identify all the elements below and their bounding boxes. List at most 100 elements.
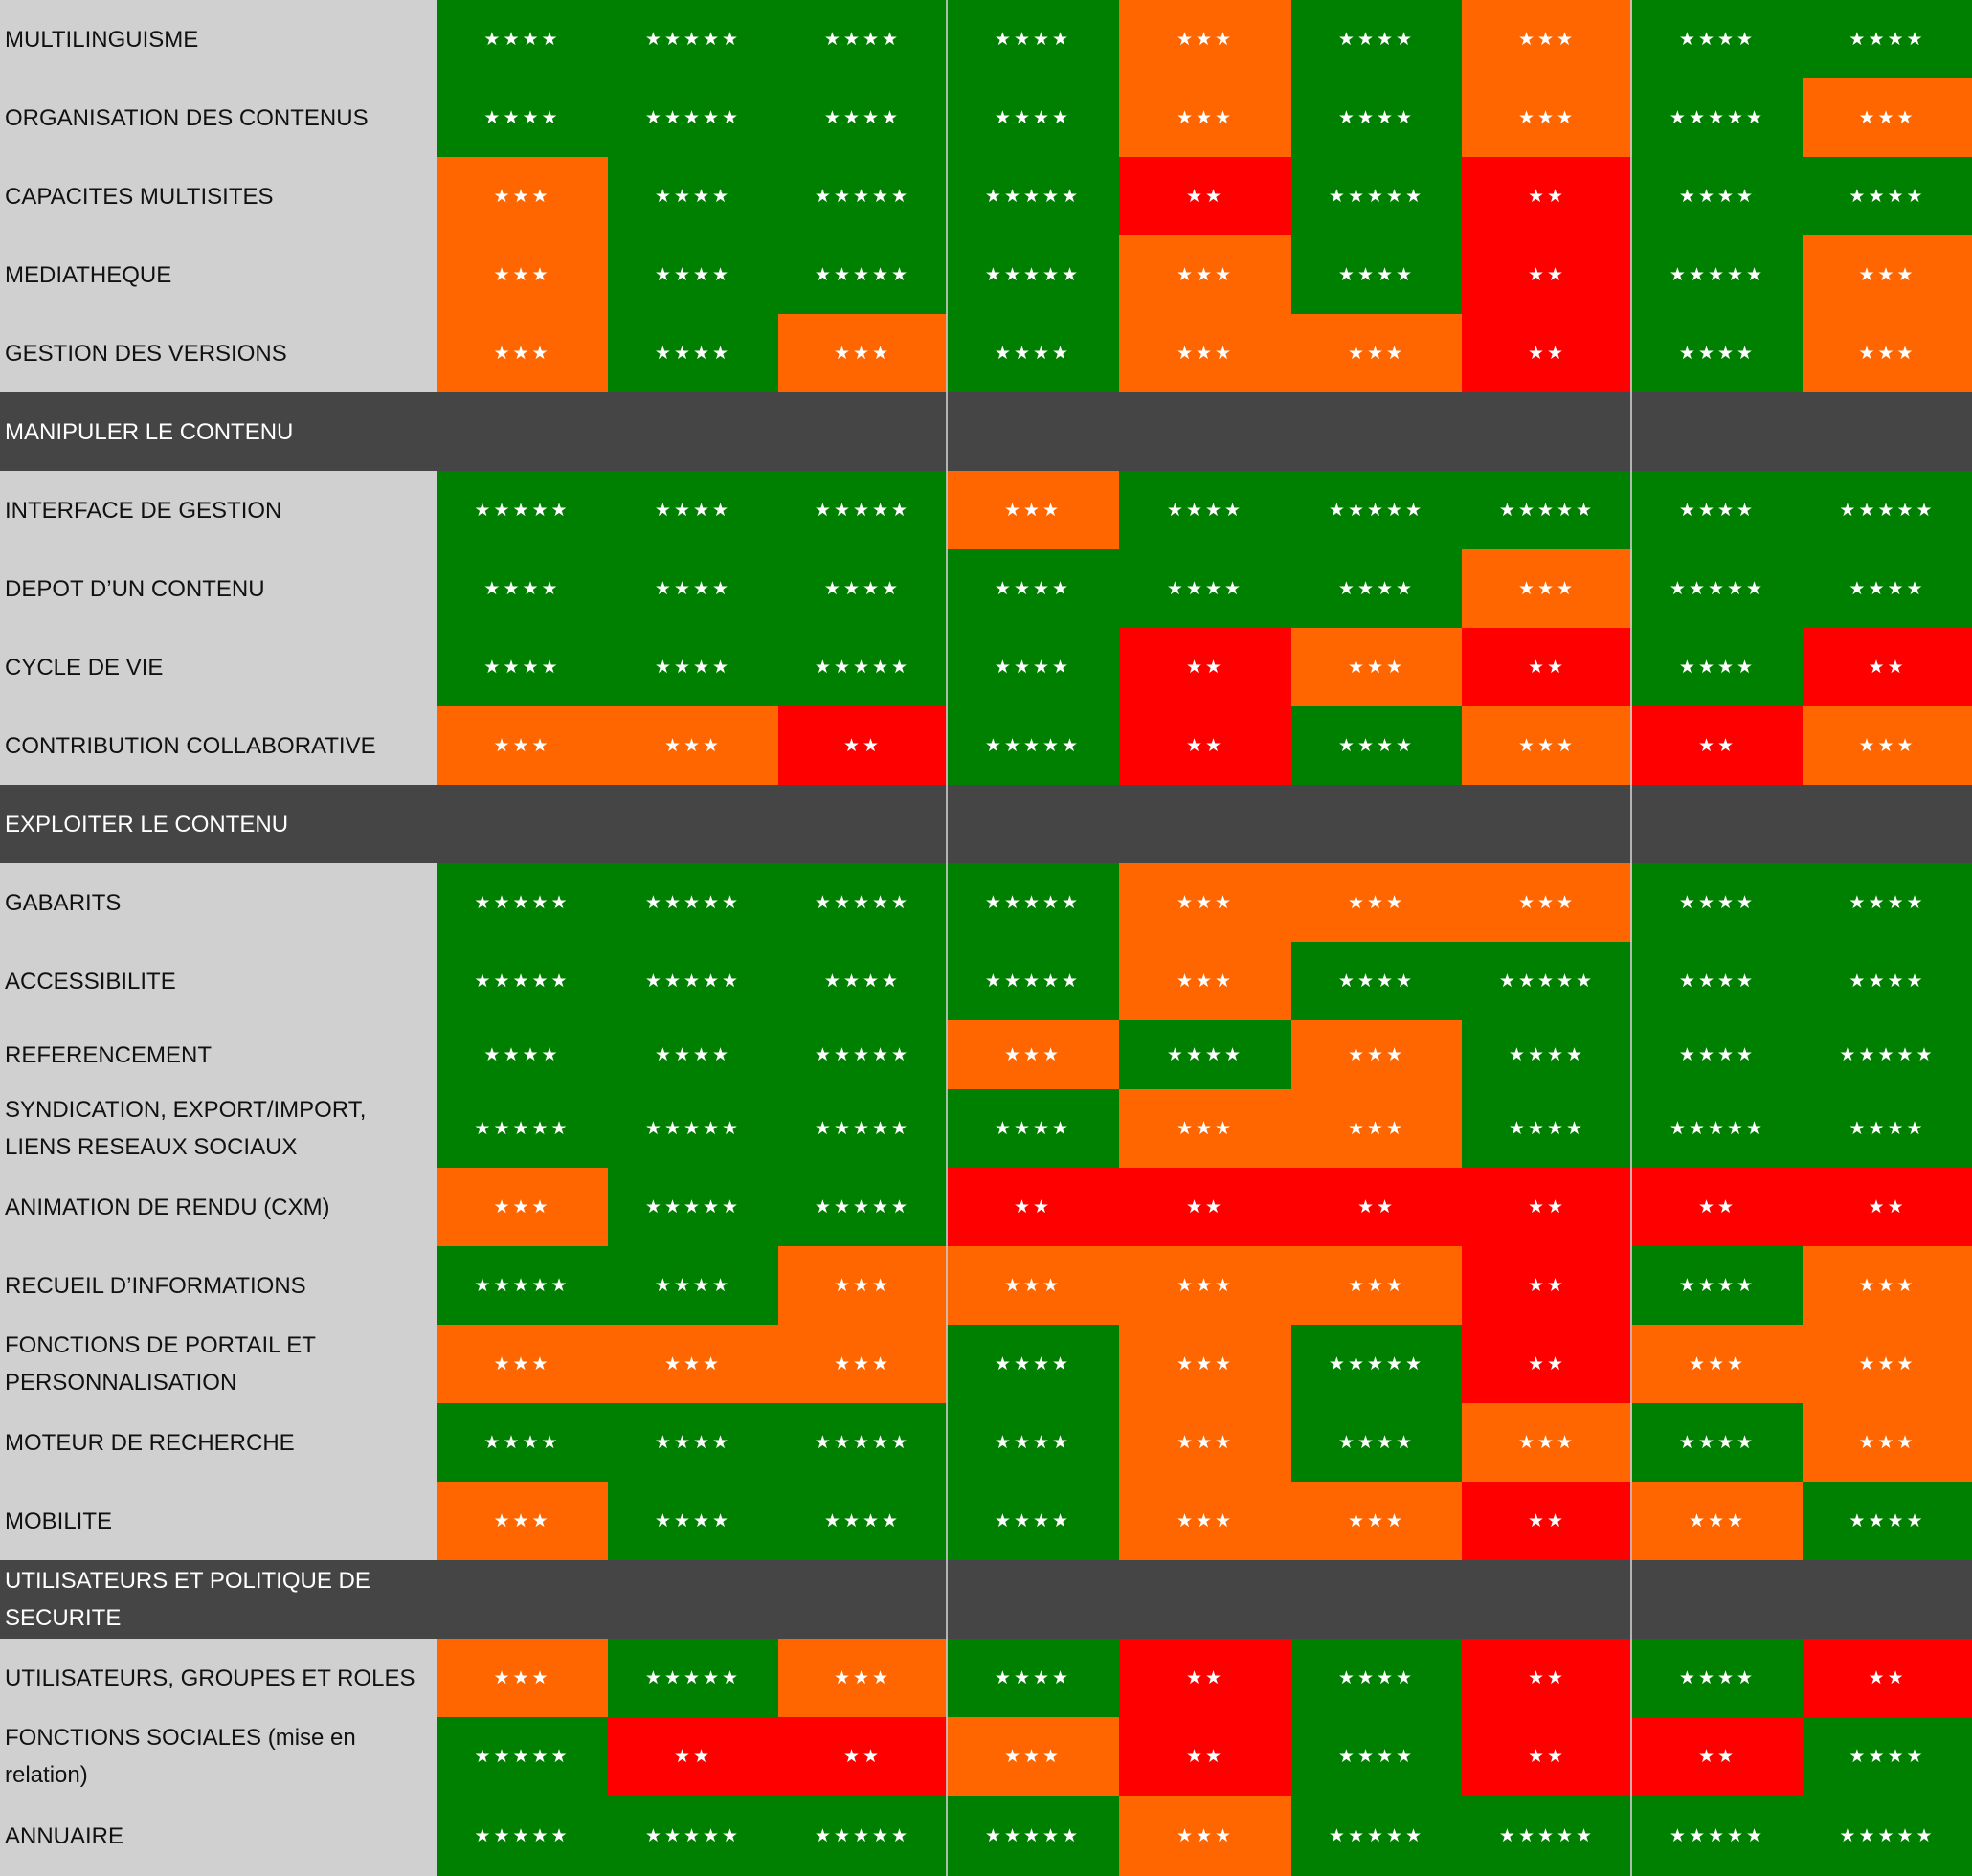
rating-stars: ★★★★ (654, 1432, 732, 1453)
rating-stars: ★★★★ (994, 107, 1072, 128)
criterion-label: MULTILINGUISME (0, 0, 437, 78)
rating-cell: ★★★★★ (778, 471, 947, 549)
rating-stars: ★★ (1185, 735, 1225, 756)
rating-stars: ★★★ (1003, 1275, 1063, 1296)
rating-stars: ★★★★ (483, 107, 561, 128)
rating-stars: ★★★★★ (474, 500, 571, 521)
rating-stars: ★★★★★ (474, 1825, 571, 1846)
rating-cell: ★★★★★ (947, 1796, 1119, 1876)
rating-stars: ★★ (1697, 1196, 1737, 1217)
rating-cell: ★★★★★ (608, 942, 778, 1020)
rating-stars: ★★★★★ (644, 892, 742, 913)
rating-stars: ★★ (1527, 1275, 1567, 1296)
rating-stars: ★★★ (1858, 107, 1916, 128)
rating-cell: ★★★★★ (947, 235, 1119, 314)
rating-cell: ★★★★★ (1291, 157, 1462, 235)
rating-stars: ★★★ (663, 735, 723, 756)
criterion-label: MEDIATHEQUE (0, 235, 437, 314)
rating-stars: ★★ (1527, 1667, 1567, 1688)
rating-stars: ★★ (1185, 657, 1225, 678)
rating-stars: ★★★ (1176, 1510, 1235, 1531)
rating-stars: ★★★★★ (1328, 1353, 1425, 1374)
rating-stars: ★★★★ (1337, 264, 1416, 285)
rating-cell: ★★★★ (778, 1482, 947, 1560)
rating-cell: ★★★ (1462, 549, 1632, 628)
criterion-label: MOTEUR DE RECHERCHE (0, 1403, 437, 1482)
rating-cell: ★★★★★ (1291, 1325, 1462, 1403)
rating-stars: ★★★★★ (814, 264, 911, 285)
rating-stars: ★★★ (493, 735, 551, 756)
rating-stars: ★★★ (1517, 735, 1577, 756)
rating-cell: ★★★ (1803, 314, 1972, 392)
rating-cell: ★★★★★ (437, 1246, 608, 1325)
rating-cell: ★★★ (778, 1639, 947, 1717)
rating-stars: ★★★★ (994, 1432, 1072, 1453)
rating-stars: ★★★★ (654, 264, 732, 285)
rating-stars: ★★★★★ (1669, 1825, 1766, 1846)
rating-cell: ★★★★ (608, 157, 778, 235)
rating-cell: ★★★★★ (608, 1168, 778, 1246)
rating-stars: ★★★ (493, 186, 551, 207)
rating-cell: ★★★★ (947, 1325, 1119, 1403)
rating-stars: ★★★★ (1337, 29, 1416, 50)
rating-cell: ★★★★ (947, 628, 1119, 706)
rating-cell: ★★★★ (1803, 942, 1972, 1020)
rating-cell: ★★★ (1119, 1089, 1291, 1168)
rating-stars: ★★ (842, 1746, 883, 1767)
rating-stars: ★★★★ (994, 657, 1072, 678)
section-title: MANIPULER LE CONTENU (5, 418, 294, 445)
rating-stars: ★★★ (493, 1353, 551, 1374)
rating-stars: ★★★ (1688, 1353, 1747, 1374)
column-group-divider (1630, 0, 1632, 1876)
rating-stars: ★★★★ (483, 1432, 561, 1453)
rating-cell: ★★★ (1803, 235, 1972, 314)
rating-cell: ★★★★★ (1803, 471, 1972, 549)
rating-cell: ★★★★ (947, 549, 1119, 628)
rating-cell: ★★★★ (947, 1482, 1119, 1560)
rating-cell: ★★★★ (1803, 1089, 1972, 1168)
rating-cell: ★★★ (437, 1482, 608, 1560)
rating-stars: ★★★ (833, 1667, 892, 1688)
rating-stars: ★★★★ (1849, 29, 1926, 50)
rating-stars: ★★★★★ (984, 735, 1082, 756)
rating-stars: ★★★★ (1508, 1118, 1586, 1139)
rating-stars: ★★★★ (994, 29, 1072, 50)
rating-stars: ★★★★ (654, 343, 732, 364)
rating-stars: ★★★★★ (984, 264, 1082, 285)
rating-cell: ★★★★★ (1632, 1796, 1803, 1876)
rating-stars: ★★★★★ (814, 1196, 911, 1217)
rating-cell: ★★★ (1462, 863, 1632, 942)
rating-cell: ★★★ (1803, 1403, 1972, 1482)
rating-stars: ★★★★ (1337, 578, 1416, 599)
criterion-label: FONCTIONS SOCIALES (mise en relation) (0, 1717, 437, 1796)
rating-stars: ★★★★★ (644, 1196, 742, 1217)
rating-cell: ★★★★★ (1803, 1796, 1972, 1876)
rating-stars: ★★★ (493, 343, 551, 364)
rating-cell: ★★★★ (1291, 549, 1462, 628)
rating-cell: ★★★★ (1291, 235, 1462, 314)
rating-stars: ★★★★★ (474, 892, 571, 913)
rating-cell: ★★★★ (1291, 1639, 1462, 1717)
rating-stars: ★★ (1527, 186, 1567, 207)
rating-stars: ★★★ (1517, 107, 1577, 128)
rating-cell: ★★ (1119, 157, 1291, 235)
rating-cell: ★★★ (1119, 1796, 1291, 1876)
criterion-label: DEPOT D’UN CONTENU (0, 549, 437, 628)
rating-stars: ★★★★★ (984, 186, 1082, 207)
rating-cell: ★★★★★ (947, 706, 1119, 785)
rating-stars: ★★★ (1003, 500, 1063, 521)
rating-stars: ★★★ (1176, 1275, 1235, 1296)
rating-cell: ★★★★ (778, 0, 947, 78)
rating-cell: ★★★ (1291, 628, 1462, 706)
rating-cell: ★★★ (1291, 1482, 1462, 1560)
rating-cell: ★★★ (437, 1325, 608, 1403)
criterion-label: INTERFACE DE GESTION (0, 471, 437, 549)
rating-stars: ★★ (1527, 657, 1567, 678)
column-group-divider (946, 0, 948, 1876)
rating-cell: ★★★★ (1119, 549, 1291, 628)
rating-stars: ★★ (1185, 186, 1225, 207)
criterion-label: ANIMATION DE RENDU (CXM) (0, 1168, 437, 1246)
rating-cell: ★★★ (608, 1325, 778, 1403)
criterion-label: MOBILITE (0, 1482, 437, 1560)
